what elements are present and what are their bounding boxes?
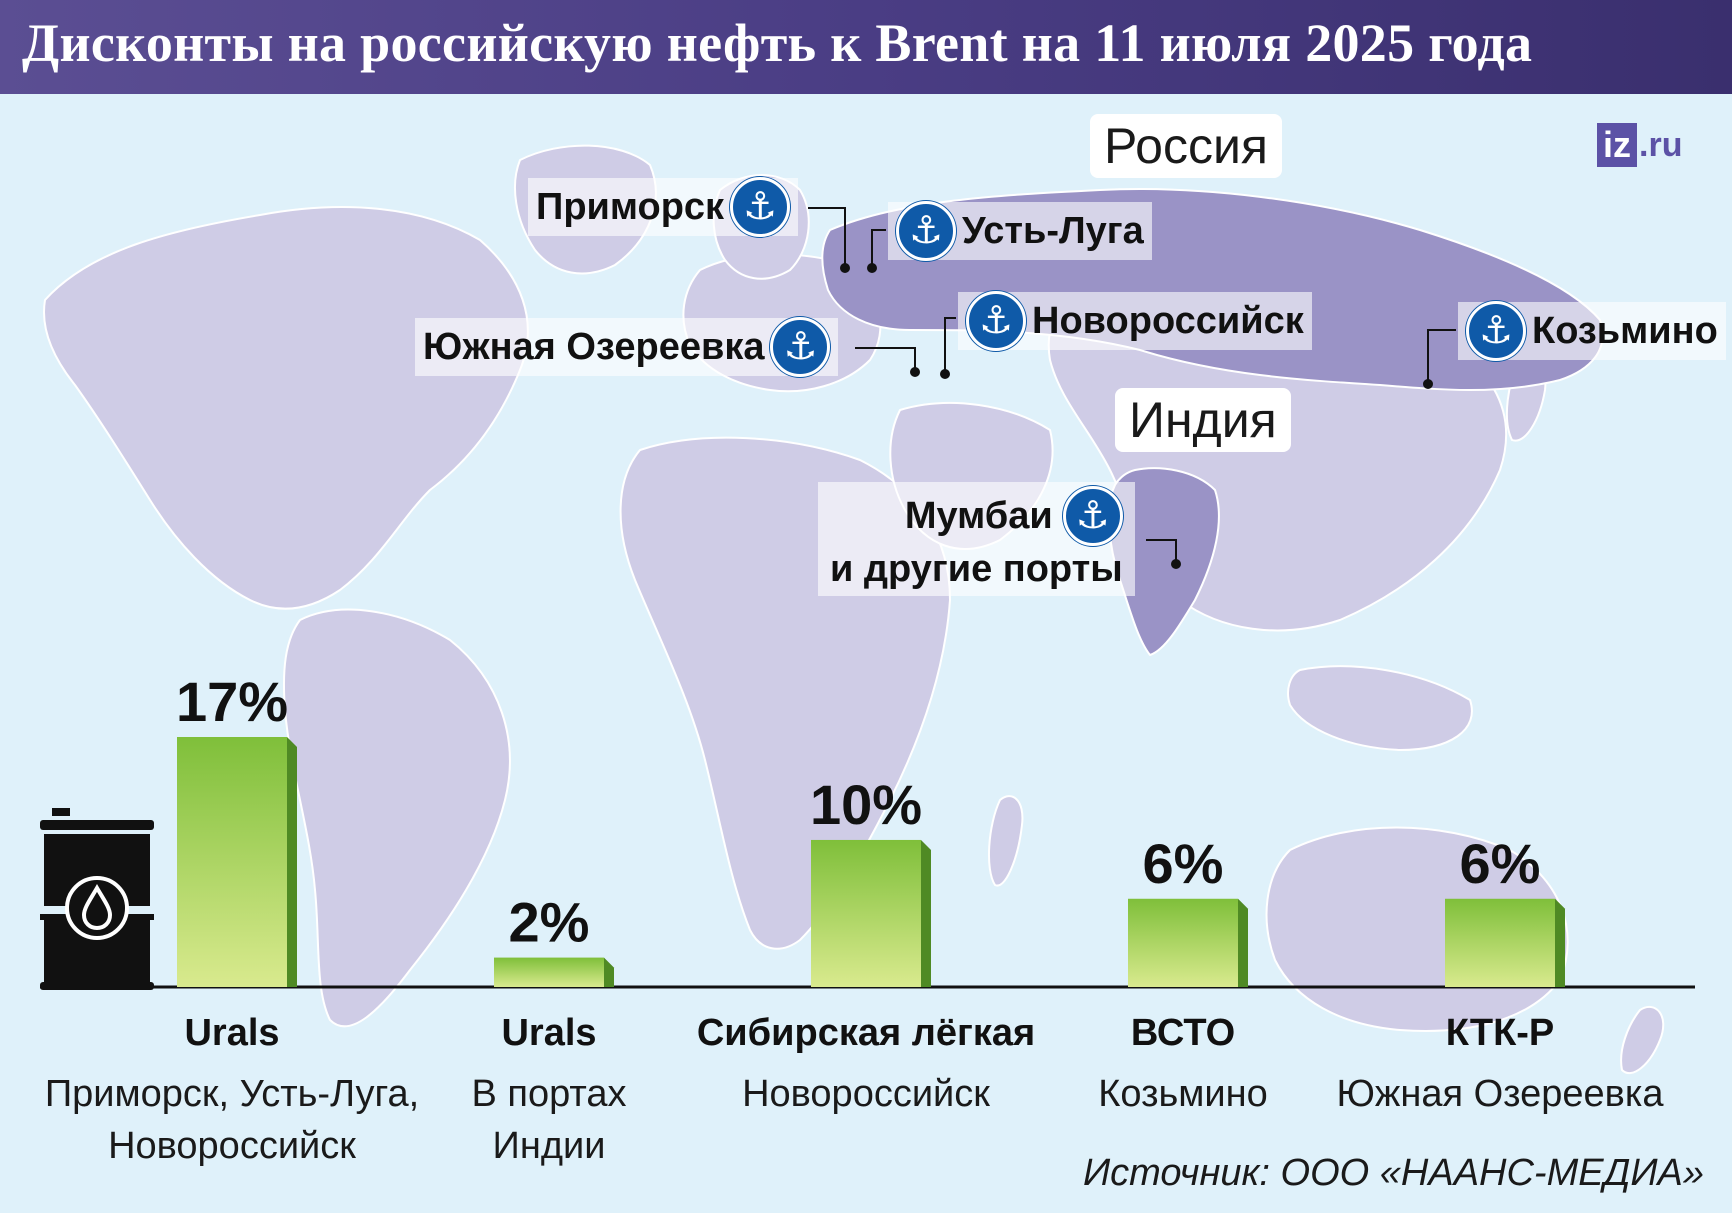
source-note: Источник: ООО «НААНС-МЕДИА»: [1082, 1152, 1704, 1194]
category-sublabel-line: Приморск, Усть-Луга,: [44, 1073, 420, 1115]
category-sublabel: Новороссийск: [742, 1068, 990, 1120]
leader-novorossiysk: [944, 317, 956, 372]
category-sublabel-line: Козьмино: [1098, 1073, 1268, 1115]
port-name-primorsk: Приморск: [536, 185, 725, 228]
category-sublabel: Приморск, Усть-Луга, Новороссийск: [45, 1068, 419, 1172]
page-title: Дисконты на российскую нефть к Brent на …: [22, 13, 1533, 73]
port-name-yuzhnaya-ozereevka: Южная Озереевка: [423, 325, 765, 368]
port-label-mumbai: Мумбаи ⚓ и другие порты: [818, 482, 1135, 596]
leader-mumbai: [1146, 539, 1177, 563]
leader-ust-luga: [871, 229, 886, 268]
sea-islands-shape: [1287, 665, 1473, 751]
port-name-kozmino: Козьмино: [1532, 309, 1718, 352]
port-name-novorossiysk: Новороссийск: [1032, 299, 1304, 342]
category-sublabel-line: Индии: [492, 1125, 606, 1167]
port-name-mumbai-line2: и другие порты: [830, 548, 1123, 590]
iz-ru-logo: iz .ru: [1597, 123, 1682, 167]
anchor-icon: ⚓: [1062, 486, 1123, 546]
anchor-icon: ⚓: [896, 201, 956, 261]
port-name-ust-luga: Усть-Луга: [962, 209, 1144, 252]
header-bar: Дисконты на российскую нефть к Brent на …: [0, 0, 1732, 94]
category-sublabel: В портах Индии: [471, 1068, 626, 1172]
port-dot-novorossiysk: [940, 369, 950, 379]
port-name-mumbai: Мумбаи: [904, 495, 1053, 537]
category-label: Urals: [184, 1012, 280, 1054]
leader-yuzhnaya: [855, 347, 916, 370]
anchor-icon: ⚓: [1466, 301, 1526, 361]
category-label: Сибирская лёгкая: [696, 1012, 1036, 1054]
port-label-primorsk: Приморск ⚓: [528, 177, 799, 237]
category-sublabel-line: Южная Озереевка: [1336, 1073, 1664, 1115]
port-dot-yuzhnaya: [910, 367, 920, 377]
category-label: КТК-Р: [1445, 1012, 1555, 1054]
country-label-india: Индия: [1115, 388, 1291, 452]
port-dot-kozmino: [1423, 379, 1433, 389]
port-label-novorossiysk: ⚓ Новороссийск: [958, 291, 1312, 351]
madagascar-shape: [987, 795, 1024, 887]
port-label-kozmino: ⚓ Козьмино: [1458, 301, 1726, 361]
category-label: Urals: [501, 1012, 597, 1054]
leader-primorsk: [808, 207, 846, 268]
category-sublabel: Южная Озереевка: [1337, 1068, 1664, 1120]
anchor-icon: ⚓: [730, 177, 791, 237]
port-dot-mumbai: [1171, 559, 1181, 569]
logo-iz: iz: [1597, 123, 1638, 167]
port-dot-primorsk: [840, 263, 850, 273]
anchor-icon: ⚓: [770, 317, 831, 377]
north-america-shape: [43, 206, 529, 610]
country-label-russia: Россия: [1090, 114, 1282, 178]
category-sublabel: Козьмино: [1098, 1068, 1268, 1120]
category-label: ВСТО: [1130, 1012, 1236, 1054]
new-zealand-shape: [1620, 1005, 1665, 1075]
leader-kozmino: [1427, 329, 1456, 383]
category-sublabel-line: Новороссийск: [742, 1073, 990, 1115]
port-label-yuzhnaya-ozereevka: Южная Озереевка ⚓: [415, 317, 839, 377]
category-sublabel-line: В портах: [471, 1073, 627, 1115]
port-dot-ust-luga: [867, 263, 877, 273]
port-label-ust-luga: ⚓ Усть-Луга: [888, 201, 1152, 261]
anchor-icon: ⚓: [966, 291, 1026, 351]
category-sublabel-line: Новороссийск: [108, 1125, 356, 1167]
logo-ru: .ru: [1639, 125, 1683, 164]
